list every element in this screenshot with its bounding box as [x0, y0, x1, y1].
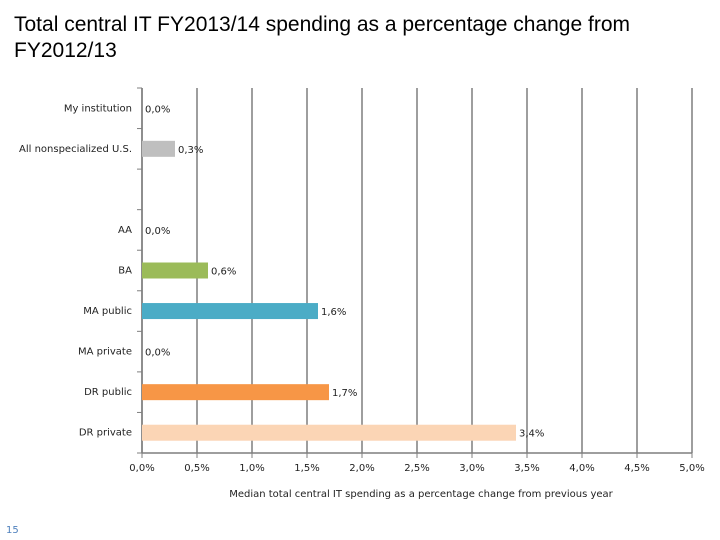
data-label: 0,0%: [145, 226, 170, 237]
x-tick-label: 3,0%: [459, 463, 484, 474]
bar: [142, 262, 208, 279]
bar: [142, 424, 516, 441]
y-tick-label: MA public: [83, 306, 132, 317]
y-tick-label: AA: [118, 225, 132, 236]
data-label: 0,3%: [178, 145, 203, 156]
y-tick-label: My institution: [64, 103, 132, 114]
data-label: 3,4%: [519, 429, 544, 440]
bar: [142, 303, 318, 320]
data-label: 1,7%: [332, 388, 357, 399]
x-tick-label: 5,0%: [679, 463, 704, 474]
bar: [142, 140, 175, 157]
y-tick-label: DR public: [84, 387, 132, 398]
y-tick-label: BA: [118, 266, 132, 277]
bar: [142, 384, 329, 401]
y-tick-label: All nonspecialized U.S.: [19, 144, 132, 155]
x-tick-label: 2,0%: [349, 463, 374, 474]
x-tick-label: 1,5%: [294, 463, 319, 474]
chart-title: Total central IT FY2013/14 spending as a…: [14, 13, 631, 62]
x-tick-label: 4,0%: [569, 463, 594, 474]
data-label: 0,0%: [145, 104, 170, 115]
x-tick-label: 1,0%: [239, 463, 264, 474]
page-number: 15: [6, 525, 19, 536]
x-tick-label: 0,5%: [184, 463, 209, 474]
x-tick-label: 2,5%: [404, 463, 429, 474]
data-label: 0,6%: [211, 267, 236, 278]
x-axis-label: Median total central IT spending as a pe…: [229, 489, 613, 500]
data-label: 1,6%: [321, 307, 346, 318]
x-tick-label: 4,5%: [624, 463, 649, 474]
x-tick-label: 0,0%: [129, 463, 154, 474]
y-tick-label: DR private: [79, 428, 132, 439]
data-label: 0,0%: [145, 348, 170, 359]
x-tick-label: 3,5%: [514, 463, 539, 474]
y-tick-label: MA private: [78, 347, 132, 358]
